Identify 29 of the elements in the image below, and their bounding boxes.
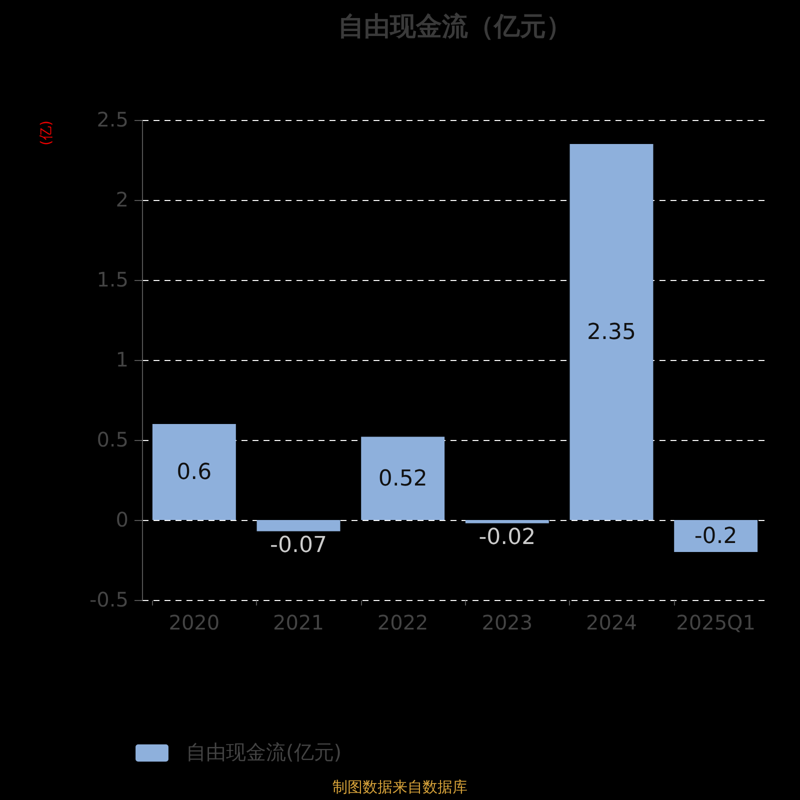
- bar: [256, 520, 340, 532]
- x-tick-label: 2025Q1: [676, 610, 756, 634]
- data-label: -0.07: [270, 533, 327, 558]
- bar: [361, 436, 445, 520]
- text: 制图数据来自数据库: [332, 778, 468, 797]
- data-label: -0.02: [478, 525, 536, 550]
- y-tick-label: 1.5: [96, 268, 128, 292]
- x-tick-label: 2021: [273, 610, 324, 634]
- bar: [570, 144, 654, 520]
- legend-label: 自由现金流(亿元): [186, 740, 342, 764]
- data-label: 2.35: [587, 320, 636, 345]
- y-axis-title: (亿): [38, 120, 54, 146]
- data-label: -0.2: [694, 524, 738, 549]
- y-tick-label: 2.5: [96, 108, 128, 132]
- y-tick-label: 0.5: [96, 428, 128, 452]
- bar: [465, 520, 549, 524]
- x-tick-label: 2024: [586, 610, 637, 634]
- chart-title: 自由现金流（亿元）: [338, 12, 572, 42]
- data-label: 0.6: [176, 460, 212, 485]
- y-tick-label: 2: [116, 188, 128, 212]
- y-tick-label: -0.5: [89, 588, 128, 612]
- y-tick-label: 0: [116, 508, 128, 532]
- y-tick-label: 1: [116, 348, 128, 372]
- x-tick-label: 2020: [168, 610, 220, 634]
- x-tick-label: 2023: [482, 610, 533, 634]
- bar: [152, 424, 236, 520]
- x-tick-label: 2022: [377, 610, 428, 634]
- data-label: 0.52: [378, 466, 428, 492]
- bar: [674, 520, 758, 552]
